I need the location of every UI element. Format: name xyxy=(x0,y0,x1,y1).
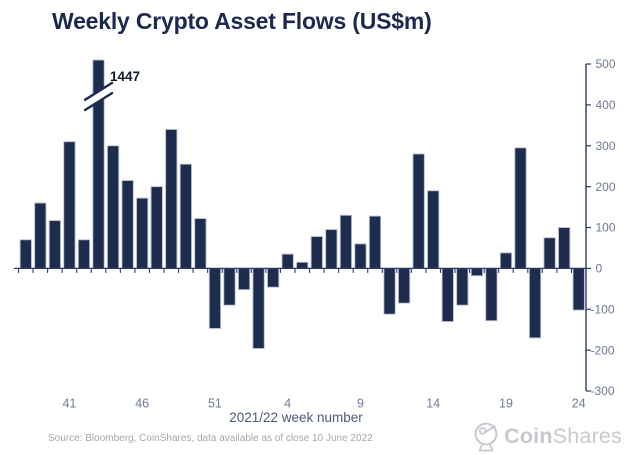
bar-week-48 xyxy=(165,128,178,269)
axis-break-gap xyxy=(84,85,113,108)
x-tick-label: 24 xyxy=(572,397,586,411)
y-tick-label: 500 xyxy=(596,57,616,71)
x-tick-label: 9 xyxy=(357,397,364,411)
bar-week-2 xyxy=(252,267,265,349)
bar-week-19 xyxy=(499,252,513,269)
coinshares-logo: CoinShares xyxy=(474,421,622,453)
x-axis-title: 2021/22 week number xyxy=(229,410,363,425)
bar-week-21 xyxy=(528,267,542,339)
bar-week-3 xyxy=(267,267,280,288)
x-tick-label: 19 xyxy=(499,397,513,411)
bar-week-51 xyxy=(208,267,222,329)
x-tick-label: 51 xyxy=(208,397,222,411)
bar-week-22 xyxy=(543,237,556,269)
axis-break-line-lower xyxy=(83,91,114,112)
bar-week-24 xyxy=(572,267,585,311)
x-tick-label: 4 xyxy=(284,397,291,411)
bar-week-41 xyxy=(63,141,76,269)
bar-week-39 xyxy=(34,202,47,269)
coinshares-logo-icon xyxy=(474,422,498,451)
logo-word-shares: Shares xyxy=(552,424,622,449)
bar-week-9 xyxy=(354,243,367,269)
bar-week-38 xyxy=(19,239,32,269)
logo-word-coin: Coin xyxy=(504,424,553,449)
chart-title: Weekly Crypto Asset Flows (US$m) xyxy=(52,8,432,34)
y-tick-label: 400 xyxy=(596,98,616,112)
bar-week-46 xyxy=(136,197,149,269)
y-tick-label: 100 xyxy=(596,221,616,235)
bar-week-12 xyxy=(397,267,411,304)
bar-week-1 xyxy=(237,267,251,291)
y-tick-label: 200 xyxy=(596,180,616,194)
bar-week-45 xyxy=(121,180,134,269)
bar-week-14 xyxy=(427,190,440,269)
bar-week-17 xyxy=(470,267,483,277)
y-tick-label: -200 xyxy=(591,343,615,357)
bar-week-47 xyxy=(150,186,163,269)
bar-week-13 xyxy=(412,153,425,269)
y-tick-label: 0 xyxy=(596,262,603,276)
x-tick-label: 41 xyxy=(62,397,76,411)
x-tick-label: 46 xyxy=(135,397,149,411)
bar-week-5 xyxy=(296,261,309,269)
bar-week-42 xyxy=(77,239,91,269)
bar-week-4 xyxy=(281,253,294,269)
axis-break-line-upper xyxy=(83,81,114,102)
y-tick-label: -300 xyxy=(591,384,615,398)
bar-week-44 xyxy=(106,145,120,269)
bar-week-10 xyxy=(368,215,382,269)
coinshares-logo-text: CoinShares xyxy=(504,426,622,448)
bar-week-8 xyxy=(339,214,353,269)
bar-week-23 xyxy=(558,227,571,269)
bar-week-50 xyxy=(194,218,207,269)
bar-week-49 xyxy=(179,163,192,269)
bar-annotation: 1447 xyxy=(110,69,140,84)
bar-week-15 xyxy=(441,267,454,322)
bar-week-16 xyxy=(456,267,469,306)
bar-week-20 xyxy=(514,147,527,269)
bar-week-7 xyxy=(325,229,338,269)
bar-week-18 xyxy=(485,267,498,322)
bar-week-6 xyxy=(310,236,323,269)
x-tick-label: 14 xyxy=(426,397,440,411)
y-tick-label: 300 xyxy=(596,139,616,153)
bar-week-11 xyxy=(383,267,396,315)
y-tick-label: -100 xyxy=(591,302,615,316)
bar-week-40 xyxy=(48,220,62,269)
bar-week-52 xyxy=(223,267,236,306)
source-note: Source: Bloomberg, CoinShares, data avai… xyxy=(48,433,373,444)
